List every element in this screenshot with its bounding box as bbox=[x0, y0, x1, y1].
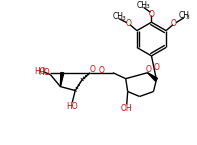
Text: OH: OH bbox=[121, 104, 133, 113]
Text: HO: HO bbox=[39, 68, 50, 77]
Text: HO: HO bbox=[66, 102, 78, 111]
Text: O: O bbox=[89, 65, 95, 74]
Polygon shape bbox=[148, 73, 157, 81]
Text: 3: 3 bbox=[146, 4, 149, 9]
Polygon shape bbox=[60, 72, 64, 87]
Text: O: O bbox=[146, 65, 151, 74]
Text: CH: CH bbox=[112, 12, 124, 21]
Text: O: O bbox=[154, 63, 160, 72]
Text: O: O bbox=[98, 66, 104, 75]
Text: O: O bbox=[126, 19, 132, 28]
Text: O: O bbox=[149, 10, 154, 19]
Text: HO: HO bbox=[34, 67, 45, 76]
Text: 3: 3 bbox=[121, 16, 125, 21]
Text: O: O bbox=[171, 19, 177, 28]
Text: CH: CH bbox=[178, 11, 189, 20]
Text: CH: CH bbox=[137, 1, 148, 10]
Text: 3: 3 bbox=[186, 15, 190, 20]
